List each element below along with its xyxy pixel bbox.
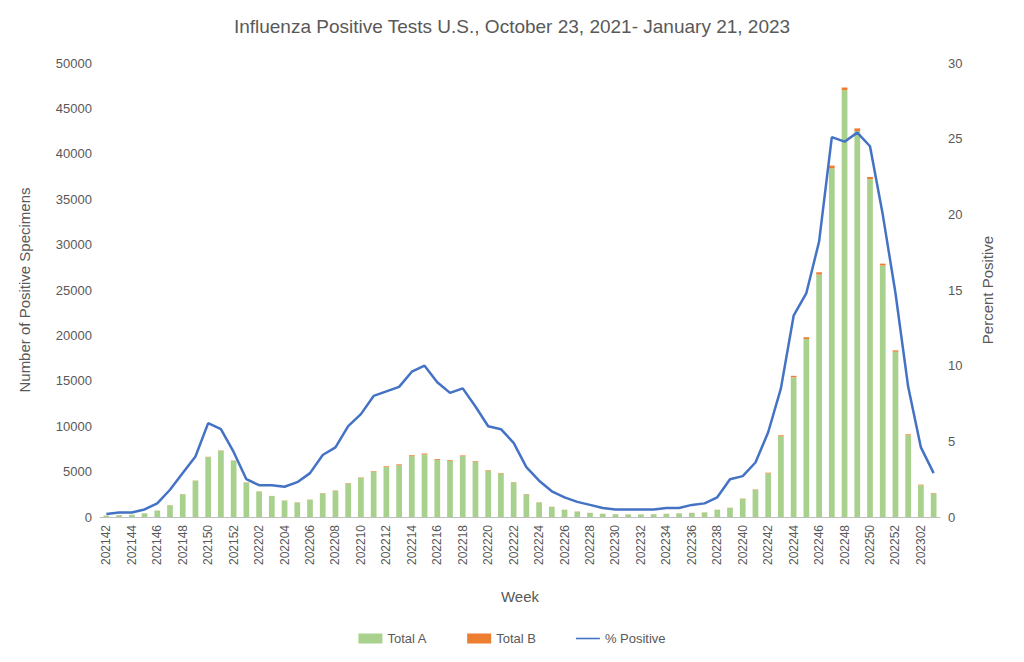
svg-text:202240: 202240: [736, 525, 750, 565]
svg-text:Total A: Total A: [387, 631, 426, 646]
svg-text:Percent Positive: Percent Positive: [979, 236, 996, 344]
svg-text:50000: 50000: [56, 56, 92, 71]
svg-text:202146: 202146: [150, 525, 164, 565]
svg-text:202220: 202220: [481, 525, 495, 565]
svg-text:35000: 35000: [56, 192, 92, 207]
svg-text:25000: 25000: [56, 283, 92, 298]
svg-text:202148: 202148: [176, 525, 190, 565]
svg-text:202242: 202242: [761, 525, 775, 565]
svg-text:202142: 202142: [99, 525, 113, 565]
svg-text:5000: 5000: [63, 464, 92, 479]
svg-text:202208: 202208: [328, 525, 342, 565]
svg-text:202252: 202252: [888, 525, 902, 565]
svg-text:202204: 202204: [278, 525, 292, 565]
svg-text:202246: 202246: [812, 525, 826, 565]
svg-text:202216: 202216: [430, 525, 444, 565]
svg-text:Number of Positive Specimens: Number of Positive Specimens: [16, 187, 33, 392]
svg-text:202236: 202236: [685, 525, 699, 565]
svg-text:Week: Week: [501, 588, 540, 605]
svg-text:45000: 45000: [56, 101, 92, 116]
svg-text:20: 20: [948, 207, 962, 222]
svg-text:20000: 20000: [56, 328, 92, 343]
svg-text:Influenza Positive Tests U.S.,: Influenza Positive Tests U.S., October 2…: [234, 16, 790, 37]
svg-text:202144: 202144: [125, 525, 139, 565]
svg-text:202232: 202232: [634, 525, 648, 565]
svg-text:40000: 40000: [56, 146, 92, 161]
svg-text:15000: 15000: [56, 373, 92, 388]
svg-text:202244: 202244: [787, 525, 801, 565]
svg-text:5: 5: [948, 434, 955, 449]
svg-text:202230: 202230: [608, 525, 622, 565]
svg-text:202248: 202248: [838, 525, 852, 565]
svg-text:15: 15: [948, 283, 962, 298]
svg-text:202212: 202212: [379, 525, 393, 565]
svg-text:0: 0: [85, 510, 92, 525]
svg-text:202222: 202222: [507, 525, 521, 565]
svg-text:Total B: Total B: [496, 631, 536, 646]
svg-text:10000: 10000: [56, 419, 92, 434]
svg-text:202226: 202226: [558, 525, 572, 565]
svg-text:202150: 202150: [201, 525, 215, 565]
svg-text:30: 30: [948, 56, 962, 71]
svg-text:202238: 202238: [710, 525, 724, 565]
svg-text:0: 0: [948, 510, 955, 525]
svg-text:10: 10: [948, 358, 962, 373]
svg-text:25: 25: [948, 131, 962, 146]
svg-text:202224: 202224: [532, 525, 546, 565]
svg-text:202152: 202152: [227, 525, 241, 565]
svg-text:202302: 202302: [914, 525, 928, 565]
svg-text:202234: 202234: [659, 525, 673, 565]
svg-text:202214: 202214: [405, 525, 419, 565]
svg-text:202228: 202228: [583, 525, 597, 565]
svg-text:202202: 202202: [252, 525, 266, 565]
svg-text:202218: 202218: [456, 525, 470, 565]
svg-text:30000: 30000: [56, 237, 92, 252]
svg-text:202210: 202210: [354, 525, 368, 565]
svg-text:202250: 202250: [863, 525, 877, 565]
svg-text:202206: 202206: [303, 525, 317, 565]
svg-text:% Positive: % Positive: [605, 631, 666, 646]
